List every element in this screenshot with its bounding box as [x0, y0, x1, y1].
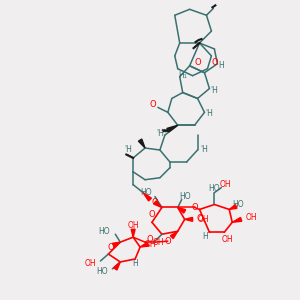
Text: O: O [191, 203, 198, 212]
Text: O: O [152, 198, 158, 207]
Text: H: H [218, 61, 224, 70]
Text: OH: OH [246, 213, 258, 222]
Polygon shape [185, 218, 193, 221]
Text: O: O [107, 243, 114, 252]
Polygon shape [178, 208, 186, 213]
Text: OH: OH [198, 215, 209, 224]
Polygon shape [140, 242, 149, 247]
Text: OH: OH [153, 238, 165, 247]
Text: OH: OH [144, 240, 156, 249]
Text: O: O [147, 235, 153, 244]
Text: 'H: 'H [156, 129, 164, 138]
Text: OH: OH [85, 260, 97, 268]
Polygon shape [154, 201, 162, 208]
Polygon shape [131, 229, 135, 237]
Text: HO: HO [208, 184, 220, 193]
Text: 'H: 'H [211, 86, 218, 95]
Text: HO: HO [179, 192, 190, 201]
Text: OH: OH [127, 221, 139, 230]
Text: HO: HO [99, 227, 110, 236]
Text: O: O [211, 58, 218, 67]
Text: 'H: 'H [124, 146, 132, 154]
Text: O: O [196, 214, 203, 223]
Text: 'H: 'H [201, 146, 208, 154]
Polygon shape [167, 125, 178, 132]
Text: HO: HO [96, 267, 107, 276]
Text: O: O [150, 100, 156, 109]
Polygon shape [138, 139, 145, 148]
Text: O: O [194, 58, 201, 67]
Text: HO: HO [140, 188, 152, 197]
Text: OH: OH [220, 180, 231, 189]
Text: HO: HO [232, 200, 244, 209]
Text: H: H [202, 232, 208, 241]
Polygon shape [170, 231, 178, 239]
Text: H₁: H₁ [178, 71, 187, 80]
Polygon shape [232, 218, 242, 222]
Polygon shape [114, 262, 120, 270]
Polygon shape [143, 193, 152, 201]
Text: OH: OH [221, 235, 233, 244]
Text: O: O [164, 237, 171, 246]
Polygon shape [112, 242, 120, 247]
Text: 'H: 'H [206, 109, 213, 118]
Text: H: H [132, 260, 138, 268]
Text: O: O [149, 210, 155, 219]
Polygon shape [229, 205, 237, 209]
